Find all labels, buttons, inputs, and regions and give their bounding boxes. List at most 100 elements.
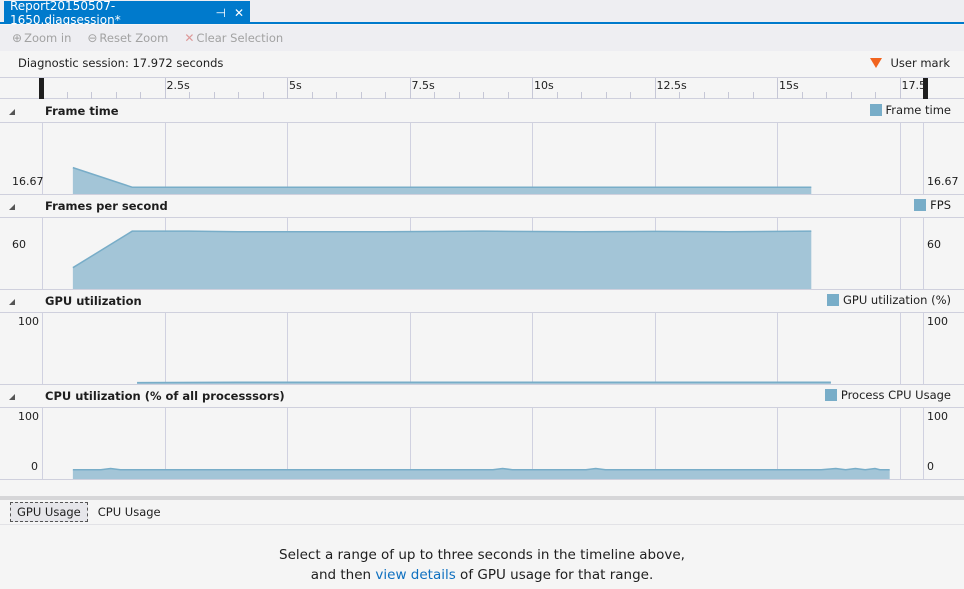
gridline <box>922 313 924 384</box>
zoom-in-button[interactable]: ⊕ Zoom in <box>12 31 71 45</box>
pin-icon[interactable]: ⊣ <box>215 5 226 20</box>
collapse-icon[interactable] <box>9 204 15 210</box>
ruler-tick-label: 17.5 <box>901 79 927 92</box>
gridline <box>287 123 288 194</box>
reset-zoom-button[interactable]: ⊖ Reset Zoom <box>87 31 168 45</box>
series-area <box>72 167 812 194</box>
chart-area <box>72 467 890 479</box>
gridline <box>42 313 43 384</box>
ruler-tick <box>213 92 215 99</box>
selection-end-handle[interactable] <box>922 78 928 99</box>
legend-swatch <box>827 294 840 306</box>
legend-label: Frame time <box>885 103 951 117</box>
collapse-icon[interactable] <box>9 299 15 305</box>
ruler-tick <box>483 92 484 99</box>
chart-legend: FPS <box>914 198 951 212</box>
user-mark-label: User mark <box>890 56 950 70</box>
ruler-tick <box>164 78 166 99</box>
chart-title: Frame time <box>45 104 119 118</box>
splitter[interactable] <box>0 496 964 500</box>
zoom-in-label: Zoom in <box>24 31 72 45</box>
ruler-tick <box>777 78 778 99</box>
ruler-tick <box>654 78 656 99</box>
chart-legend: Process CPU Usage <box>824 388 951 402</box>
chart-header: Frames per second FPS <box>0 194 964 218</box>
legend-swatch <box>869 104 882 116</box>
y-tick-label: 0 <box>927 460 934 473</box>
session-duration: Diagnostic session: 17.972 seconds <box>18 56 224 70</box>
ruler-tick <box>630 92 631 99</box>
y-tick-label: 100 <box>927 315 948 328</box>
gridline <box>409 408 411 479</box>
clear-selection-icon: ✕ <box>184 31 195 45</box>
user-mark-icon <box>870 58 883 68</box>
chart-area <box>72 166 812 194</box>
series-line <box>72 467 890 471</box>
document-tab-bar: Report20150507-1650.diagsession* ⊣ ✕ <box>0 0 964 27</box>
chart-title: GPU utilization <box>45 294 142 308</box>
gridline <box>922 123 924 194</box>
chart-plot[interactable]: 100 100 <box>0 313 964 385</box>
ruler-tick <box>826 92 827 99</box>
gridline <box>922 218 924 289</box>
gridline <box>532 123 533 194</box>
chart-plot[interactable]: 60 60 <box>0 218 964 290</box>
gridline <box>42 218 43 289</box>
ruler-tick-label: 7.5s <box>411 79 435 92</box>
chart-plot[interactable]: 16.67 16.67 <box>0 123 964 195</box>
legend-label: Process CPU Usage <box>840 388 951 402</box>
ruler-tick <box>287 78 288 99</box>
gridline <box>164 408 166 479</box>
y-tick-label: 100 <box>18 315 39 328</box>
gridline <box>899 408 901 479</box>
chart-plot[interactable]: 100 100 0 0 <box>0 408 964 480</box>
ruler-tick <box>581 92 582 99</box>
gridline <box>777 123 778 194</box>
y-tick-label: 100 <box>18 410 39 423</box>
chart-title: Frames per second <box>45 199 168 213</box>
zoom-in-icon: ⊕ <box>12 31 23 45</box>
selection-start-handle[interactable] <box>39 78 44 99</box>
ruler-tick <box>556 92 558 99</box>
gridline <box>899 313 901 384</box>
ruler-tick <box>458 92 460 99</box>
gridline <box>42 408 43 479</box>
tab-gpu-usage[interactable]: GPU Usage <box>10 502 88 522</box>
gridline <box>164 123 166 194</box>
gridline <box>532 408 533 479</box>
tab-cpu-usage[interactable]: CPU Usage <box>97 505 161 519</box>
ruler-tick <box>360 92 362 99</box>
ruler-tick <box>91 92 92 99</box>
ruler-tick <box>899 78 901 99</box>
ruler-tick-label: 12.5s <box>656 79 687 92</box>
message-text: and then <box>310 567 376 583</box>
ruler-tick <box>140 92 141 99</box>
close-icon[interactable]: ✕ <box>233 5 244 20</box>
zoom-out-icon: ⊖ <box>87 31 98 45</box>
document-tab[interactable]: Report20150507-1650.diagsession* ⊣ ✕ <box>4 0 250 27</box>
ruler-tick <box>385 92 386 99</box>
y-tick-label: 0 <box>31 460 38 473</box>
gridline <box>409 313 411 384</box>
ruler-tick <box>605 92 607 99</box>
gridline <box>409 123 411 194</box>
ruler-tick <box>311 92 313 99</box>
gridline <box>532 313 533 384</box>
ruler-tick <box>752 92 754 99</box>
clear-selection-button[interactable]: ✕ Clear Selection <box>184 31 283 45</box>
gridline <box>777 408 778 479</box>
gridline <box>899 218 901 289</box>
ruler-tick <box>507 92 509 99</box>
series-line <box>72 166 812 188</box>
chart-area <box>72 230 812 289</box>
collapse-icon[interactable] <box>9 109 15 115</box>
gridline <box>287 313 288 384</box>
collapse-icon[interactable] <box>9 394 15 400</box>
view-details-link[interactable]: view details <box>375 567 456 583</box>
chart-header: GPU utilization GPU utilization (%) <box>0 289 964 313</box>
gridline <box>654 408 656 479</box>
ruler-tick <box>532 78 533 99</box>
chart-legend: GPU utilization (%) <box>827 293 951 307</box>
timeline-ruler[interactable]: 2.5s 5s 7.5s 10s 12.5s 15s 17.5 <box>0 77 964 99</box>
ruler-tick-label: 2.5s <box>166 79 190 92</box>
